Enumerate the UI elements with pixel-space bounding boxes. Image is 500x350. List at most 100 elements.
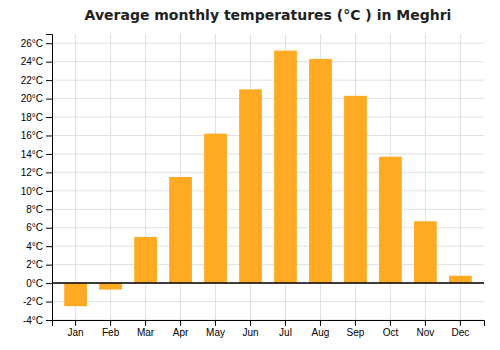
tick-mark — [46, 99, 52, 100]
tick: 6°C — [26, 222, 52, 233]
bar — [414, 221, 437, 283]
tick-label: Jun — [242, 327, 258, 338]
tick-mark — [460, 320, 461, 326]
tick-label: 26°C — [21, 38, 43, 49]
tick: 16°C — [21, 130, 52, 141]
tick-label: 18°C — [21, 112, 43, 123]
tick-mark — [75, 320, 76, 326]
tick-label: 24°C — [21, 56, 43, 67]
tick: 10°C — [21, 186, 52, 197]
grid-line — [52, 209, 484, 210]
tick-mark — [215, 320, 216, 326]
tick-mark — [425, 320, 426, 326]
bar — [169, 177, 192, 283]
zero-line — [52, 282, 484, 284]
tick: 22°C — [21, 75, 52, 86]
tick: May — [206, 320, 225, 338]
tick-label: Jan — [68, 327, 84, 338]
grid — [52, 34, 484, 320]
grid-line — [52, 135, 484, 136]
tick: Nov — [417, 320, 435, 338]
tick: Oct — [383, 320, 399, 338]
grid-line — [52, 43, 484, 44]
bar — [64, 283, 87, 306]
tick-mark — [46, 209, 52, 210]
tick-label: 4°C — [26, 241, 43, 252]
tick: Mar — [137, 320, 155, 338]
tick: 0°C — [26, 278, 52, 289]
tick: Aug — [312, 320, 330, 338]
tick-label: Dec — [451, 327, 469, 338]
x-axis: Jan Feb Mar Apr May Jun Jul Aug Sep Oct Nov Dec — [53, 320, 485, 338]
tick: 24°C — [21, 56, 52, 67]
tick-label: 0°C — [26, 278, 43, 289]
tick-label: 6°C — [26, 222, 43, 233]
tick: 18°C — [21, 112, 52, 123]
bar — [134, 237, 157, 283]
title: Average monthly temperatures (°C ) in Me… — [85, 7, 452, 23]
tick-mark — [145, 320, 146, 326]
tick: Sep — [347, 320, 365, 338]
axis-line — [53, 321, 485, 327]
tick: 12°C — [21, 167, 52, 178]
bar — [274, 51, 297, 283]
tick-label: May — [206, 327, 225, 338]
tick-label: 10°C — [21, 186, 43, 197]
bar — [449, 276, 472, 283]
tick-label: Jul — [279, 327, 292, 338]
tick: 14°C — [21, 149, 52, 160]
tick-mark — [46, 117, 52, 118]
tick-label: -4°C — [23, 315, 43, 326]
tick-label: 20°C — [21, 93, 43, 104]
grid-line — [52, 301, 484, 302]
tick-mark — [46, 172, 52, 173]
tick-mark — [180, 320, 181, 326]
tick-mark — [390, 320, 391, 326]
tick-mark — [46, 265, 52, 266]
grid-line — [52, 172, 484, 173]
chart: -4°C-2°C0°C2°C4°C6°C8°C10°C12°C14°C16°C1… — [0, 0, 500, 350]
plot: -4°C-2°C0°C2°C4°C6°C8°C10°C12°C14°C16°C1… — [21, 34, 485, 338]
tick-mark — [46, 135, 52, 136]
bar — [239, 89, 262, 283]
bar — [99, 283, 122, 289]
tick-mark — [46, 62, 52, 63]
tick-mark — [355, 320, 356, 326]
tick: Feb — [102, 320, 120, 338]
tick-label: Oct — [383, 327, 399, 338]
tick-label: Apr — [173, 327, 189, 338]
tick-label: Mar — [137, 327, 155, 338]
tick-label: 22°C — [21, 75, 43, 86]
tick: 8°C — [26, 204, 52, 215]
tick: Jun — [242, 320, 258, 338]
tick-mark — [250, 320, 251, 326]
tick-label: 12°C — [21, 167, 43, 178]
tick-mark — [285, 320, 286, 326]
tick-label: Nov — [417, 327, 435, 338]
tick-mark — [46, 191, 52, 192]
grid-line — [52, 117, 484, 118]
tick: -4°C — [23, 315, 52, 326]
tick-mark — [46, 154, 52, 155]
tick-mark — [46, 246, 52, 247]
tick: 20°C — [21, 93, 52, 104]
tick-mark — [46, 80, 52, 81]
bar — [204, 134, 227, 283]
grid-line — [52, 80, 484, 81]
tick-label: Aug — [312, 327, 330, 338]
tick-mark — [46, 302, 52, 303]
tick-label: 8°C — [26, 204, 43, 215]
grid-line — [110, 34, 111, 320]
tick-mark — [320, 320, 321, 326]
y-axis: -4°C-2°C0°C2°C4°C6°C8°C10°C12°C14°C16°C1… — [21, 35, 53, 326]
tick: Jan — [68, 320, 84, 338]
bar — [309, 59, 332, 283]
tick: -2°C — [23, 296, 52, 307]
tick-mark — [46, 228, 52, 229]
tick-mark — [46, 43, 52, 44]
grid-line — [75, 34, 76, 320]
tick-mark — [110, 320, 111, 326]
tick-label: Sep — [347, 327, 365, 338]
tick: Jul — [279, 320, 292, 338]
grid-line — [52, 190, 484, 191]
